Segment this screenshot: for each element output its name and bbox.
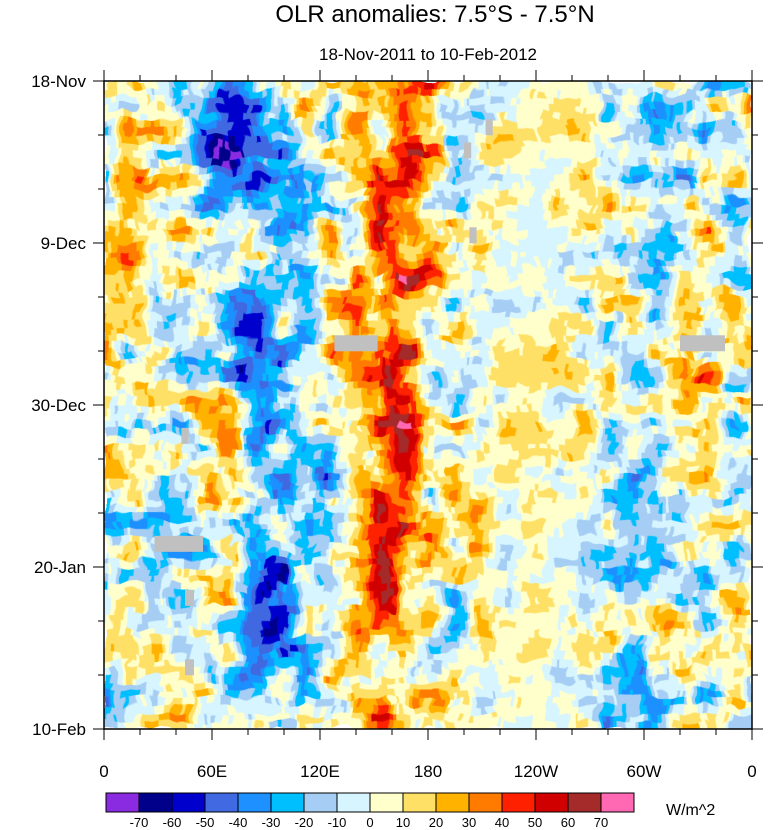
colorbar-label: -40 <box>229 815 248 830</box>
colorbar-swatch <box>501 792 536 813</box>
y-tick-label: 18-Nov <box>31 72 86 91</box>
x-tick-label: 0 <box>747 762 756 781</box>
colorbar-swatch <box>369 792 404 813</box>
colorbar-swatch <box>336 792 371 813</box>
colorbar-swatch <box>138 792 173 813</box>
y-tick-label: 30-Dec <box>31 396 86 415</box>
colorbar-swatch <box>468 792 503 813</box>
colorbar-label: -30 <box>262 815 281 830</box>
colorbar-label: -60 <box>163 815 182 830</box>
colorbar-swatch <box>303 792 338 813</box>
colorbar-unit-label: W/m^2 <box>666 802 715 819</box>
missing-data-patch <box>185 589 194 606</box>
colorbar-label: -70 <box>130 815 149 830</box>
colorbar-label: -10 <box>328 815 347 830</box>
colorbar-label: 10 <box>396 815 410 830</box>
missing-data-patch <box>154 535 203 552</box>
colorbar-label: -20 <box>295 815 314 830</box>
colorbar-swatch <box>237 792 272 813</box>
colorbar-label: 70 <box>594 815 608 830</box>
colorbar-swatch <box>435 792 470 813</box>
colorbar-label: 20 <box>429 815 443 830</box>
missing-data-patch <box>680 335 725 352</box>
x-axis: 0 60E 120E 180 120W 60W 0 <box>99 70 757 781</box>
colorbar-label: -50 <box>196 815 215 830</box>
colorbar-label: 0 <box>366 815 373 830</box>
colorbar-swatch <box>567 792 602 813</box>
colorbar-swatch <box>600 792 635 813</box>
x-tick-label: 0 <box>99 762 108 781</box>
missing-data-layer <box>154 119 725 676</box>
olr-anomaly-field <box>104 81 752 729</box>
colorbar-swatch <box>171 792 206 813</box>
missing-data-patch <box>185 659 194 676</box>
x-tick-label: 60W <box>627 762 662 781</box>
colorbar-label: 50 <box>528 815 542 830</box>
plot-area <box>104 81 752 729</box>
missing-data-patch <box>334 335 378 352</box>
colorbar-swatch <box>534 792 569 813</box>
missing-data-patch <box>485 119 493 136</box>
x-tick-label: 60E <box>197 762 227 781</box>
colorbar-label: 40 <box>495 815 509 830</box>
colorbar-swatch <box>204 792 239 813</box>
y-tick-label: 10-Feb <box>32 720 86 739</box>
colorbar-swatch <box>105 792 140 813</box>
colorbar: -70 -60 -50 -40 -30 -20 -10 0 10 20 30 40 50 60 70 <box>105 792 635 830</box>
y-axis: 18-Nov 9-Dec 30-Dec 20-Jan 10-Feb <box>31 72 763 739</box>
x-tick-label: 120E <box>300 762 340 781</box>
chart-title: OLR anomalies: 7.5°S - 7.5°N <box>275 1 594 28</box>
colorbar-swatch <box>270 792 305 813</box>
missing-data-patch <box>464 142 472 159</box>
missing-data-patch <box>181 427 189 444</box>
colorbar-label: 30 <box>462 815 476 830</box>
y-tick-label: 20-Jan <box>34 558 86 577</box>
y-tick-label: 9-Dec <box>41 234 87 253</box>
x-tick-label: 180 <box>414 762 442 781</box>
colorbar-swatch <box>402 792 437 813</box>
missing-data-patch <box>469 227 477 244</box>
x-tick-label: 120W <box>514 762 558 781</box>
chart-subtitle: 18-Nov-2011 to 10-Feb-2012 <box>319 45 537 64</box>
colorbar-label: 60 <box>561 815 575 830</box>
